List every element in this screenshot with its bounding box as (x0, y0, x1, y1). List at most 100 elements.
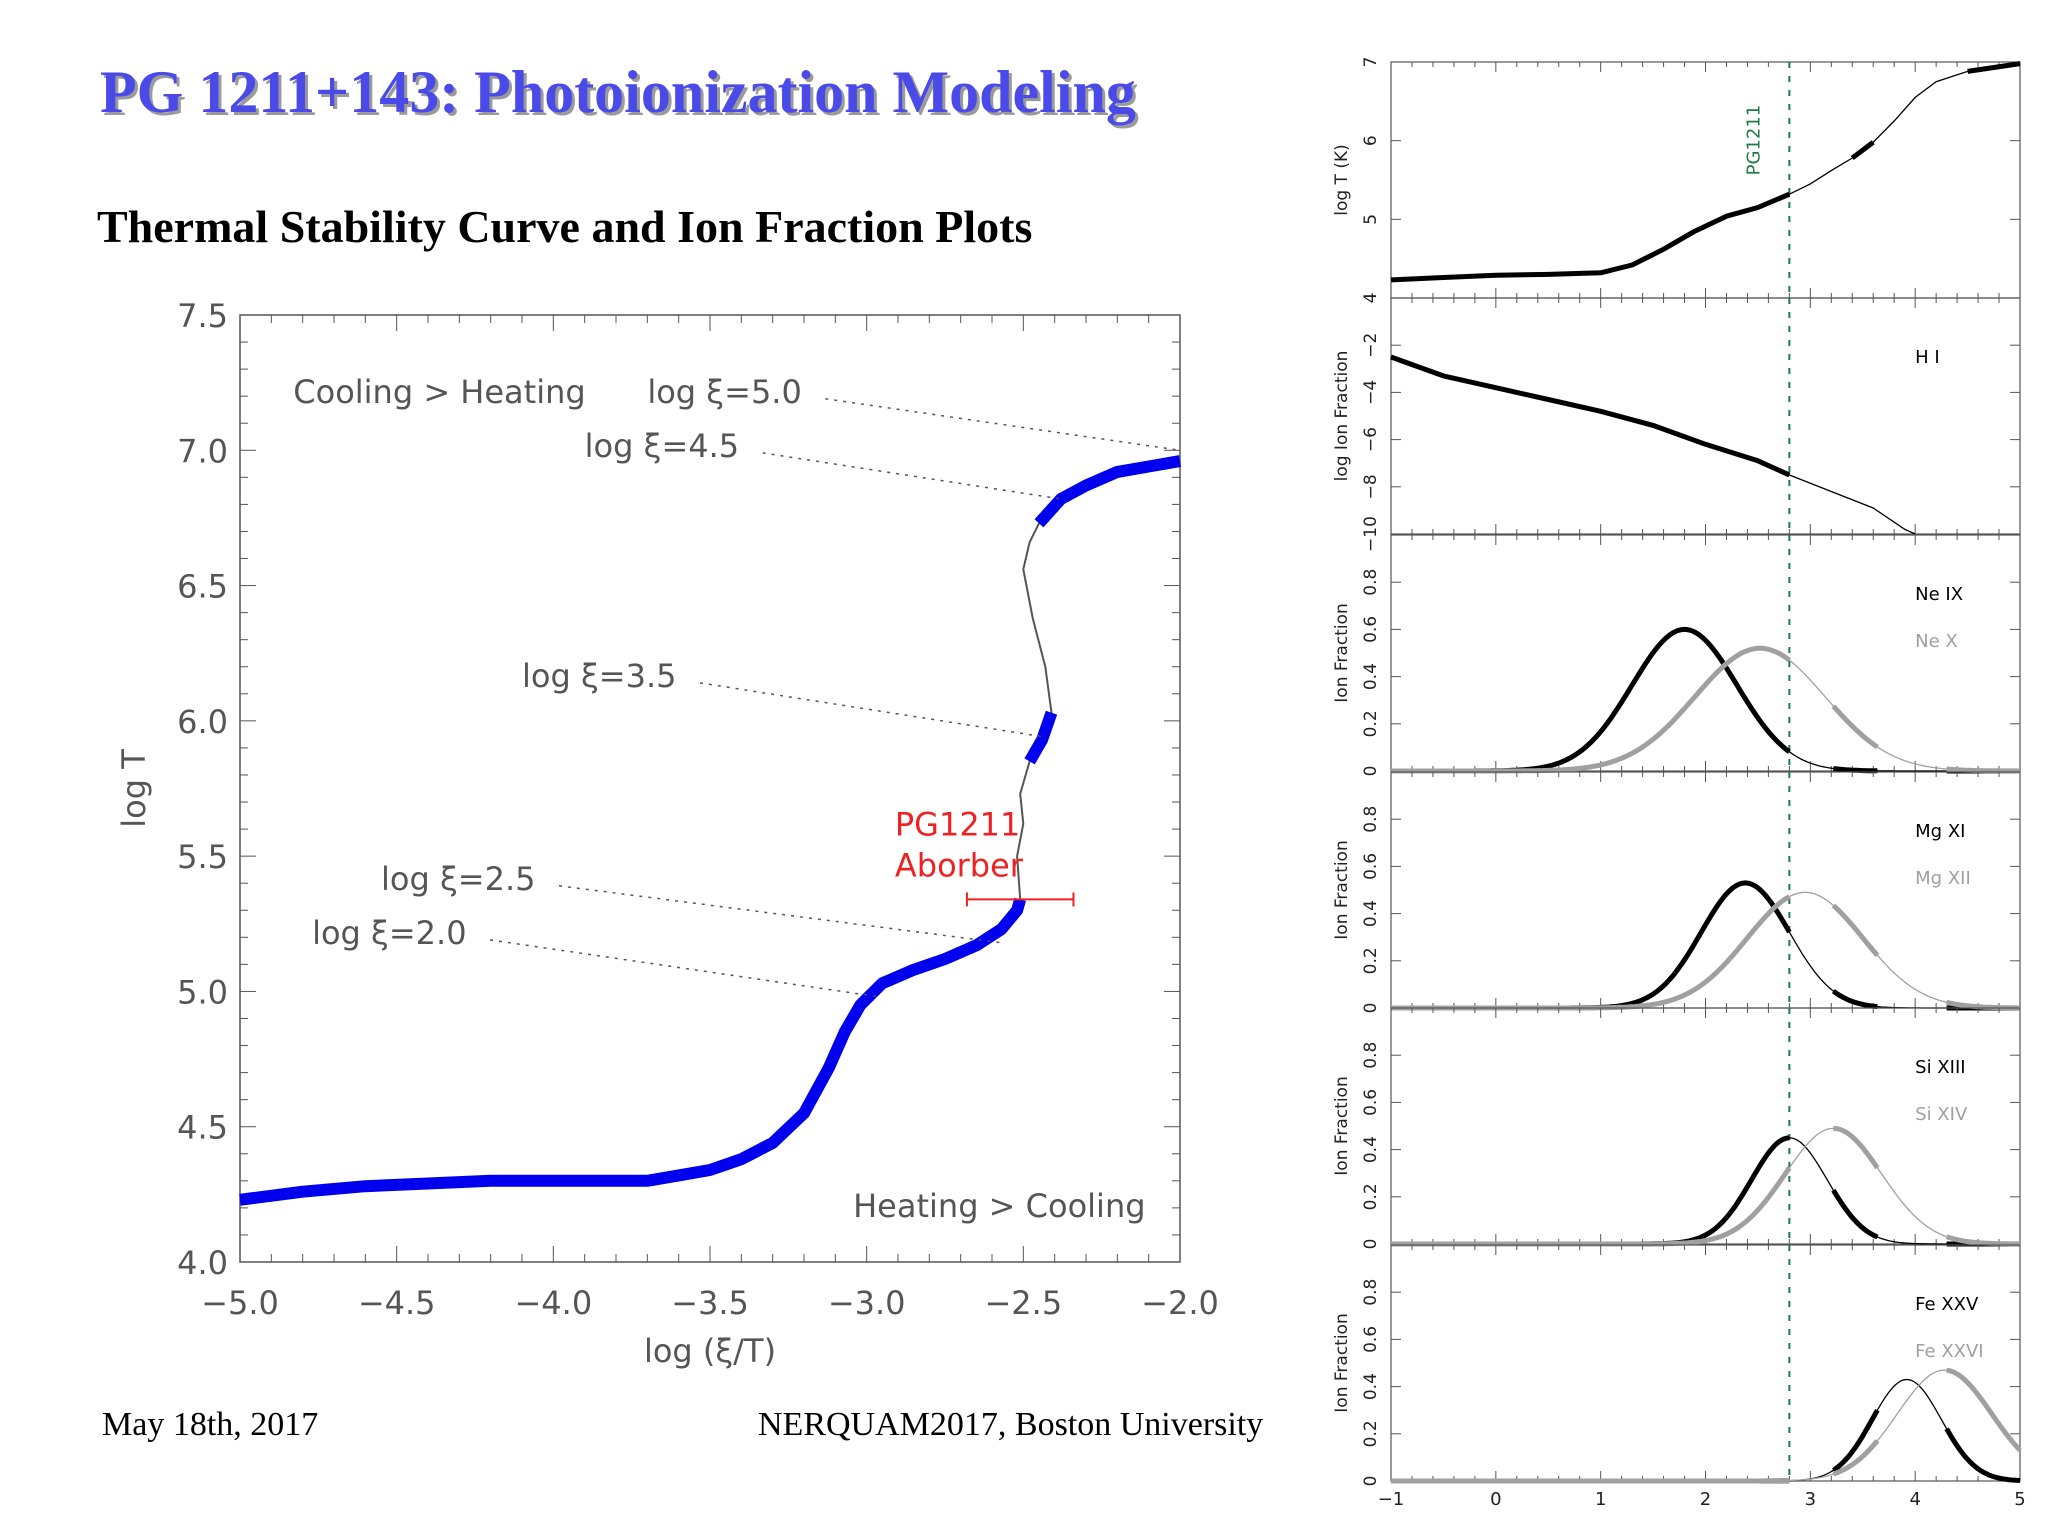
y-tick-label: 0.4 (1361, 1373, 1381, 1400)
series-thin-logT (1390, 62, 2021, 281)
series-stable-Si XIII (1390, 1135, 1790, 1247)
series-stable-H I (1390, 354, 1791, 478)
y-axis-label: log Ion Fraction (1332, 351, 1352, 482)
xi-label: log ξ=5.0 (647, 373, 802, 411)
panel-frame (1390, 297, 2021, 535)
x-tick-label: 2 (1700, 1489, 1711, 1510)
y-tick-label: 0.2 (1361, 1420, 1381, 1447)
y-tick-label: 0 (1361, 1239, 1381, 1250)
pg1211-marker-label: PG1211 (1743, 105, 1764, 176)
series-thin-Fe XXVI (1391, 1369, 2021, 1482)
series-stable-Fe XXVI (1832, 1439, 1880, 1477)
y-tick-label: 0.4 (1361, 900, 1381, 927)
xi-label: log ξ=4.5 (585, 427, 740, 465)
series-stable-Fe XXV (1832, 1408, 1880, 1473)
y-tick-label: 7.0 (177, 432, 228, 470)
xi-leader-line (558, 885, 1002, 944)
panel-frame (1390, 1007, 2021, 1245)
y-tick-label: 5.0 (177, 973, 228, 1011)
y-tick-label: 0.8 (1361, 1042, 1381, 1069)
y-axis-label: Ion Fraction (1332, 1313, 1352, 1412)
panel-Ne: 0 0.2 0.4 0.6 0.8 Ion Fraction Ne IX Ne X (1332, 534, 2021, 777)
series-stable-Ne IX (1390, 626, 1791, 774)
y-tick-label: −2 (1361, 333, 1381, 358)
y-axis-label: Ion Fraction (1332, 603, 1352, 702)
slide-subtitle: Thermal Stability Curve and Ion Fraction… (97, 201, 1033, 252)
series-stable-Fe XXVI (1390, 1478, 1790, 1484)
stability-plot: −5.0 −4.5 −4.0 −3.5 −3.0 −2.5 −2.0 4.0 4.5 5.0 5.5… (115, 297, 1219, 1370)
region-label: Heating > Cooling (853, 1187, 1145, 1225)
xi-leader-line (825, 398, 1181, 452)
xi-leader-line (699, 682, 1046, 738)
series-thin-Fe XXV (1391, 1378, 2021, 1482)
series-stable-Mg XI (1831, 989, 1878, 1010)
y-tick-label: 0.8 (1361, 1279, 1381, 1306)
panel-frame (1390, 61, 2021, 299)
panel-Si: 0 0.2 0.4 0.6 0.8 Ion Fraction Si XIII Si XIV (1332, 1007, 2021, 1250)
x-tick-label: −3.5 (671, 1284, 749, 1322)
y-tick-label: −8 (1361, 474, 1381, 499)
series-thin-Ne X (1391, 647, 2020, 772)
panel-frame (1390, 1244, 2021, 1482)
y-axis-label: log T (115, 749, 153, 828)
x-tick-label: −1 (1378, 1489, 1405, 1510)
y-tick-label: 0.8 (1361, 806, 1381, 833)
series-stable-Ne IX (1833, 766, 1878, 774)
y-tick-label: 0.2 (1361, 947, 1381, 974)
y-tick-label: 0 (1361, 766, 1381, 777)
footer-venue: NERQUAM2017, Boston University (758, 1406, 1264, 1443)
y-tick-label: 0.6 (1361, 1326, 1381, 1353)
series-stable-logT (1967, 61, 2021, 74)
series-legend-label: Fe XXVI (1915, 1341, 1983, 1362)
y-tick-label: −4 (1361, 380, 1381, 405)
series-stable-Fe XXV (1944, 1427, 2021, 1483)
x-tick-label: −2.5 (984, 1284, 1062, 1322)
series-legend-label: Si XIV (1915, 1104, 1968, 1125)
y-tick-label: 0.6 (1361, 853, 1381, 880)
y-tick-label: 0.8 (1361, 569, 1381, 596)
series-thin-Mg XI (1391, 882, 2020, 1009)
series-legend-label: Fe XXV (1915, 1294, 1979, 1315)
x-tick-label: −5.0 (201, 1284, 279, 1322)
series-legend-label: Ne IX (1915, 584, 1963, 605)
x-tick-label: −4.5 (358, 1284, 436, 1322)
x-tick-label: 4 (1909, 1489, 1920, 1510)
y-tick-label: −10 (1361, 516, 1381, 552)
series-stable-Mg XI (1390, 880, 1792, 1011)
region-label: Cooling > Heating (293, 373, 585, 411)
series-stable-logT (1390, 191, 1791, 283)
series-stable-Si XIV (1945, 1234, 2021, 1247)
y-tick-label: 7 (1361, 57, 1381, 68)
slide-title: PG 1211+143: Photoionization Modeling (100, 59, 1136, 125)
series-stable-logT (1850, 140, 1875, 160)
y-tick-label: 7.5 (177, 297, 228, 335)
xi-leader-line (489, 939, 880, 998)
stability-curve-stable-segment (1024, 710, 1058, 765)
y-tick-label: 0.6 (1361, 1089, 1381, 1116)
series-stable-Fe XXVI (1946, 1367, 2022, 1452)
y-axis-label: log T (K) (1332, 144, 1352, 216)
y-tick-label: 0.2 (1361, 1183, 1381, 1210)
y-tick-label: 0.4 (1361, 1136, 1381, 1163)
y-tick-label: 0.4 (1361, 663, 1381, 690)
series-thin-Si XIII (1391, 1137, 2020, 1245)
panel-Fe: 0 0.2 0.4 0.6 0.8 Ion Fraction Fe XXV Fe XXVI −1… (1332, 1244, 2026, 1510)
y-tick-label: 5 (1361, 214, 1381, 225)
panel-frame (1390, 771, 2021, 1009)
series-legend-label: Si XIII (1915, 1057, 1965, 1078)
series-legend-label: Mg XI (1915, 821, 1965, 842)
stability-curve-thin (239, 460, 1181, 1201)
aborber-label-line2: Aborber (895, 846, 1024, 884)
footer-date: May 18th, 2017 (102, 1406, 319, 1443)
y-tick-label: 0.6 (1361, 616, 1381, 643)
series-legend-label: Ne X (1915, 631, 1958, 652)
x-axis-label: log (ξ/T) (644, 1332, 776, 1370)
thermal-stability-chart: −5.0 −4.5 −4.0 −3.5 −3.0 −2.5 −2.0 4.0 4.5 5.0 5.5… (115, 297, 1219, 1370)
series-stable-Ne X (1390, 645, 1791, 774)
y-tick-label: −6 (1361, 427, 1381, 452)
series-thin-Si XIV (1391, 1127, 2020, 1245)
y-tick-label: 0 (1361, 1476, 1381, 1487)
xi-label: log ξ=3.5 (522, 657, 677, 695)
y-tick-label: 6.0 (177, 703, 228, 741)
